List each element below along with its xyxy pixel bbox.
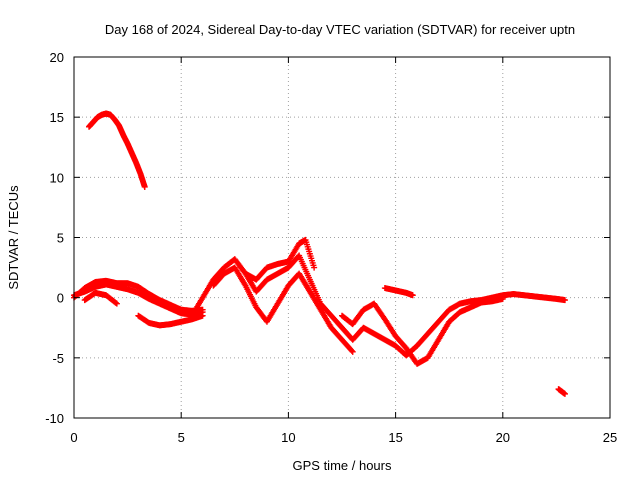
series-arc-early-high xyxy=(86,110,148,190)
series-arc-d xyxy=(135,312,206,329)
y-tick-label: -5 xyxy=(52,351,64,366)
chart-title: Day 168 of 2024, Sidereal Day-to-day VTE… xyxy=(105,22,575,37)
data-point xyxy=(348,347,355,354)
series-arc-h xyxy=(339,295,506,367)
x-tick-label: 15 xyxy=(388,430,402,445)
data-point xyxy=(113,300,120,307)
y-tick-label: 20 xyxy=(50,50,64,65)
data-point xyxy=(311,264,318,271)
series-arc-i xyxy=(414,291,568,349)
x-tick-label: 5 xyxy=(178,430,185,445)
series-arc-j xyxy=(381,285,416,299)
data-point xyxy=(561,297,568,304)
data-point xyxy=(112,299,119,306)
x-tick-label: 10 xyxy=(281,430,295,445)
series-arc-g xyxy=(242,236,318,283)
grid xyxy=(74,57,610,418)
data-point xyxy=(199,312,206,319)
x-axis-label: GPS time / hours xyxy=(293,458,392,473)
series-arc-k xyxy=(555,386,568,397)
data-point xyxy=(349,348,356,355)
x-tick-label: 20 xyxy=(496,430,510,445)
x-tick-label: 25 xyxy=(603,430,617,445)
data-point xyxy=(409,292,416,299)
series-arc-b xyxy=(71,281,206,318)
y-tick-label: 5 xyxy=(57,231,64,246)
y-tick-label: 10 xyxy=(50,170,64,185)
axis-ticks: 0 5 10 15 20 25 -10 -5 0 5 10 15 20 xyxy=(45,50,617,445)
y-tick-label: -10 xyxy=(45,411,64,426)
series-arc-c xyxy=(81,289,120,307)
series-arc-e xyxy=(188,252,421,359)
y-axis-label: SDTVAR / TECUs xyxy=(6,185,21,290)
y-tick-label: 0 xyxy=(57,291,64,306)
series-arc-f xyxy=(210,264,356,355)
y-tick-label: 15 xyxy=(50,110,64,125)
data-point xyxy=(141,183,148,190)
data-point xyxy=(561,390,568,397)
x-tick-label: 0 xyxy=(70,430,77,445)
series-group xyxy=(71,110,568,397)
